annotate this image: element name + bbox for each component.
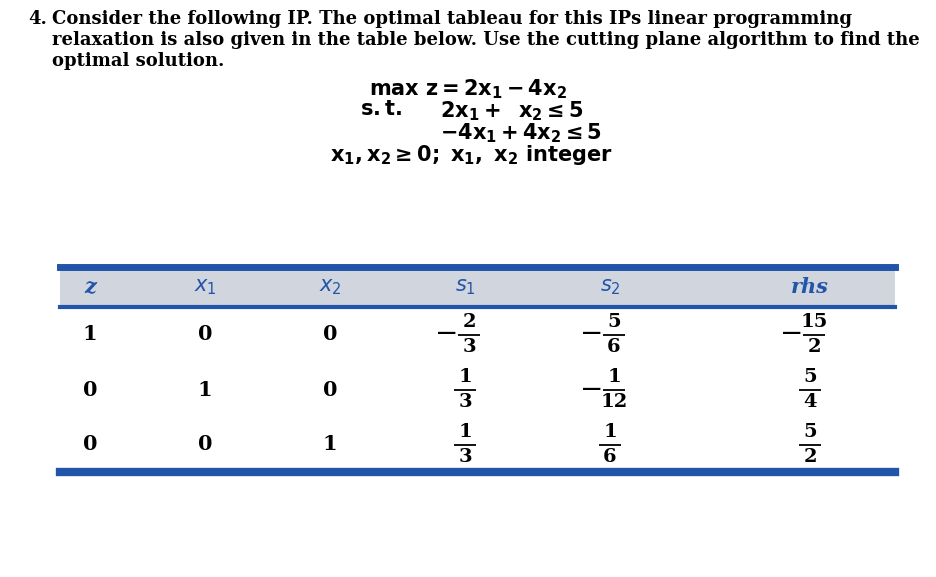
Text: —: — [581,380,601,398]
Text: 0: 0 [197,434,212,455]
Text: 4.: 4. [28,10,47,28]
Text: $\mathbf{x_1, x_2 \geq 0;\ x_1,\ x_2}$ $\mathbf{integer}$: $\mathbf{x_1, x_2 \geq 0;\ x_1,\ x_2}$ $… [329,143,612,167]
Text: 12: 12 [600,393,627,411]
Text: 0: 0 [322,380,337,399]
Text: 0: 0 [197,324,212,344]
Bar [60,307,894,362]
Text: 0: 0 [82,380,97,399]
Text: $\mathbf{2x_1 +\ \ x_2 \leq 5}$: $\mathbf{2x_1 +\ \ x_2 \leq 5}$ [440,99,583,122]
Text: 3: 3 [461,338,475,356]
Text: 1: 1 [82,324,97,344]
Text: $\mathbf{max}$ $\mathbf{z = 2x_1 - 4x_2}$: $\mathbf{max}$ $\mathbf{z = 2x_1 - 4x_2}… [369,77,566,100]
Bar [60,267,894,307]
Text: 2: 2 [807,338,820,356]
Text: $s_2$: $s_2$ [599,277,620,297]
Text: 0: 0 [322,324,337,344]
Text: 6: 6 [607,338,621,356]
Text: —: — [437,324,456,343]
Text: 2: 2 [461,313,475,331]
Text: 1: 1 [603,423,616,441]
Text: optimal solution.: optimal solution. [51,52,224,70]
Text: 5: 5 [802,423,816,441]
Text: $\mathbf{-4x_1 + 4x_2 \leq 5}$: $\mathbf{-4x_1 + 4x_2 \leq 5}$ [440,121,601,145]
Text: 0: 0 [82,434,97,455]
Text: 1: 1 [197,380,212,399]
Text: —: — [782,324,801,343]
Text: 3: 3 [458,448,472,466]
Text: 5: 5 [802,368,816,386]
Bar [60,362,894,417]
Bar [60,417,894,472]
Text: 1: 1 [607,368,621,386]
Text: $s_1$: $s_1$ [454,277,475,297]
Text: rhs: rhs [790,277,828,297]
Text: 1: 1 [458,368,472,386]
Text: 15: 15 [799,313,826,331]
Text: 1: 1 [322,434,337,455]
Text: 4: 4 [802,393,816,411]
Text: z: z [84,277,95,297]
Text: 2: 2 [802,448,816,466]
Text: Consider the following IP. The optimal tableau for this IPs linear programming: Consider the following IP. The optimal t… [51,10,851,28]
Text: $x_1$: $x_1$ [194,277,216,297]
Text: —: — [581,324,601,343]
Text: 1: 1 [458,423,472,441]
Text: relaxation is also given in the table below. Use the cutting plane algorithm to : relaxation is also given in the table be… [51,31,919,49]
Text: $x_2$: $x_2$ [318,277,341,297]
Text: $\mathbf{s.t.}$: $\mathbf{s.t.}$ [359,99,402,119]
Text: 3: 3 [458,393,472,411]
Text: 5: 5 [607,313,621,331]
Text: 6: 6 [603,448,616,466]
